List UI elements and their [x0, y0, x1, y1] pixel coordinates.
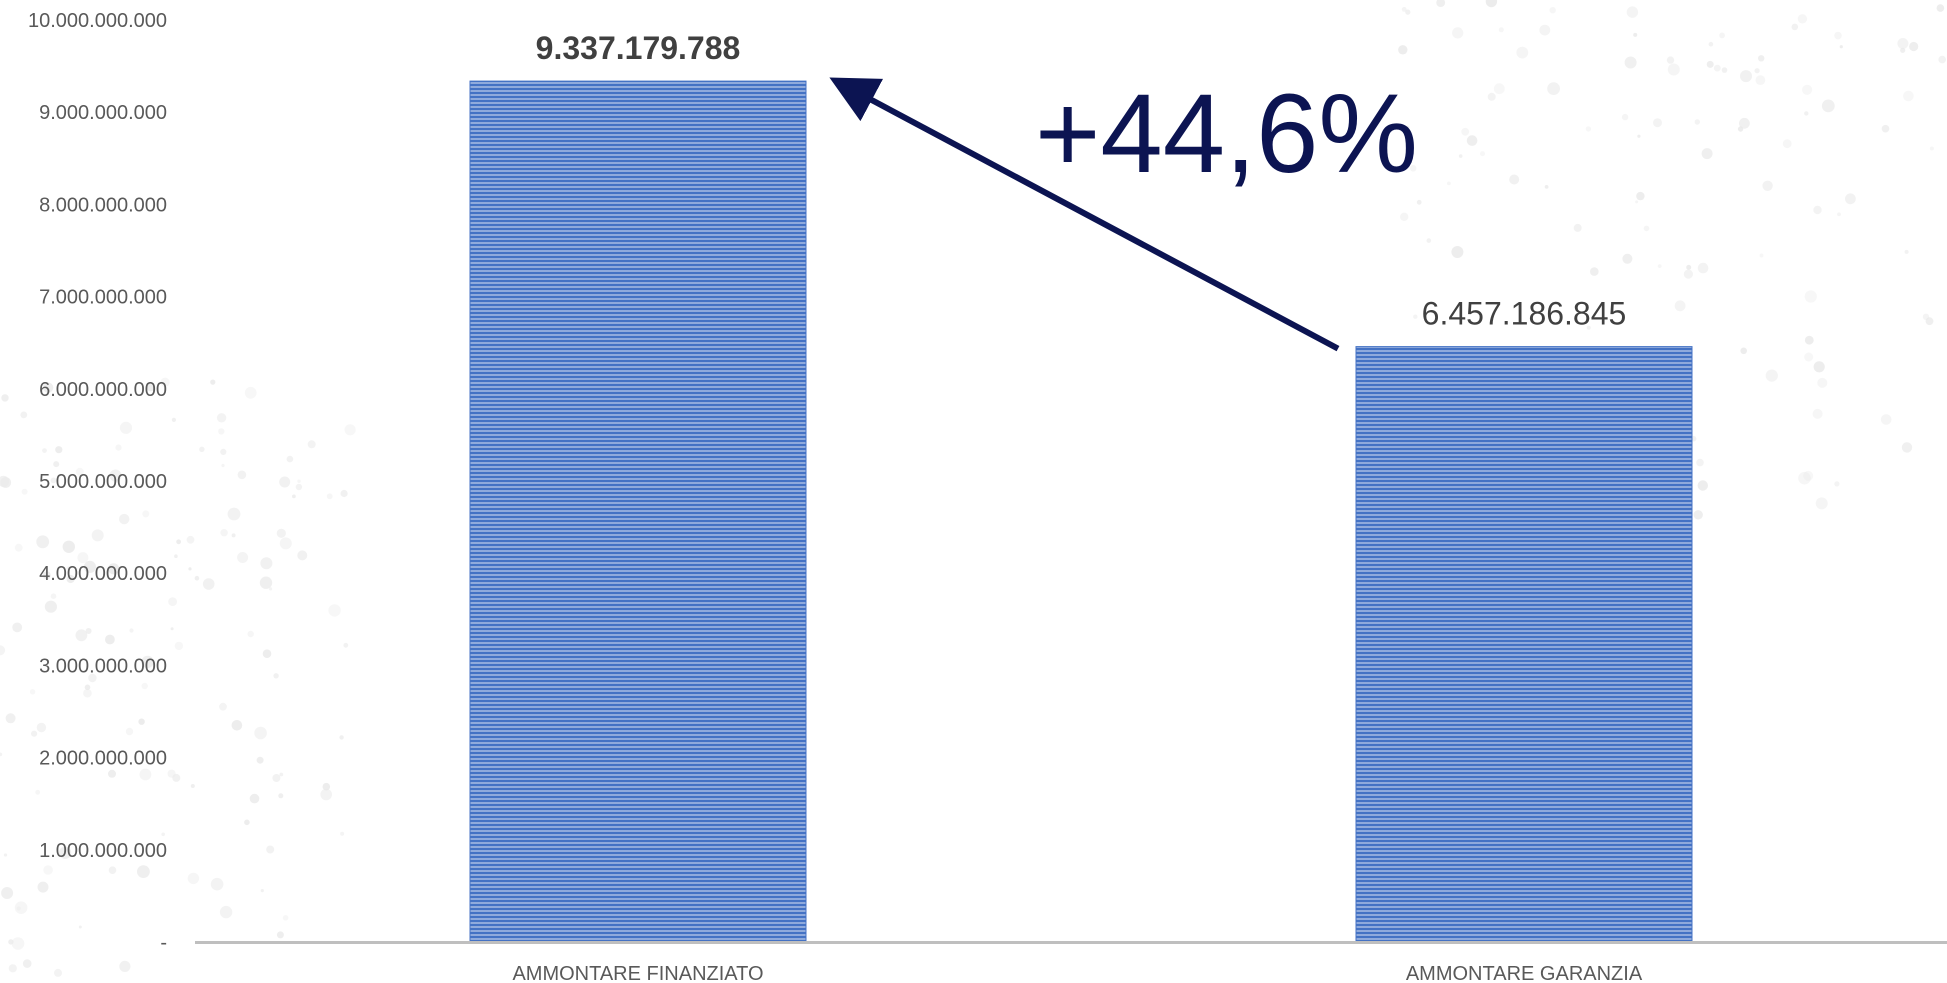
- data-label: 9.337.179.788: [536, 30, 741, 66]
- y-axis: - 1.000.000.000 2.000.000.000 3.000.000.000…: [28, 10, 167, 954]
- y-tick-label: 5.000.000.000: [39, 471, 167, 493]
- bar: [469, 80, 807, 943]
- y-tick-label: 4.000.000.000: [39, 563, 167, 585]
- bars: 9.337.179.788 6.457.186.845: [469, 30, 1693, 943]
- y-tick-label: 8.000.000.000: [39, 194, 167, 216]
- y-tick-label: 10.000.000.000: [28, 10, 167, 32]
- y-tick-label: -: [160, 932, 167, 954]
- growth-arrow: [829, 77, 1340, 352]
- y-tick-label: 9.000.000.000: [39, 102, 167, 124]
- y-tick-label: 7.000.000.000: [39, 287, 167, 309]
- x-category-label: AMMONTARE GARANZIA: [1406, 963, 1643, 983]
- y-tick-label: 3.000.000.000: [39, 655, 167, 677]
- y-tick-label: 2.000.000.000: [39, 748, 167, 770]
- bar: [1355, 346, 1693, 943]
- x-axis: AMMONTARE FINANZIATO AMMONTARE GARANZIA: [195, 941, 1947, 983]
- y-tick-label: 1.000.000.000: [39, 840, 167, 862]
- data-label: 6.457.186.845: [1422, 296, 1627, 332]
- x-category-label: AMMONTARE FINANZIATO: [512, 963, 763, 983]
- annotation: +44,6%: [829, 71, 1418, 352]
- y-tick-label: 6.000.000.000: [39, 379, 167, 401]
- percentage-annotation: +44,6%: [1035, 71, 1418, 196]
